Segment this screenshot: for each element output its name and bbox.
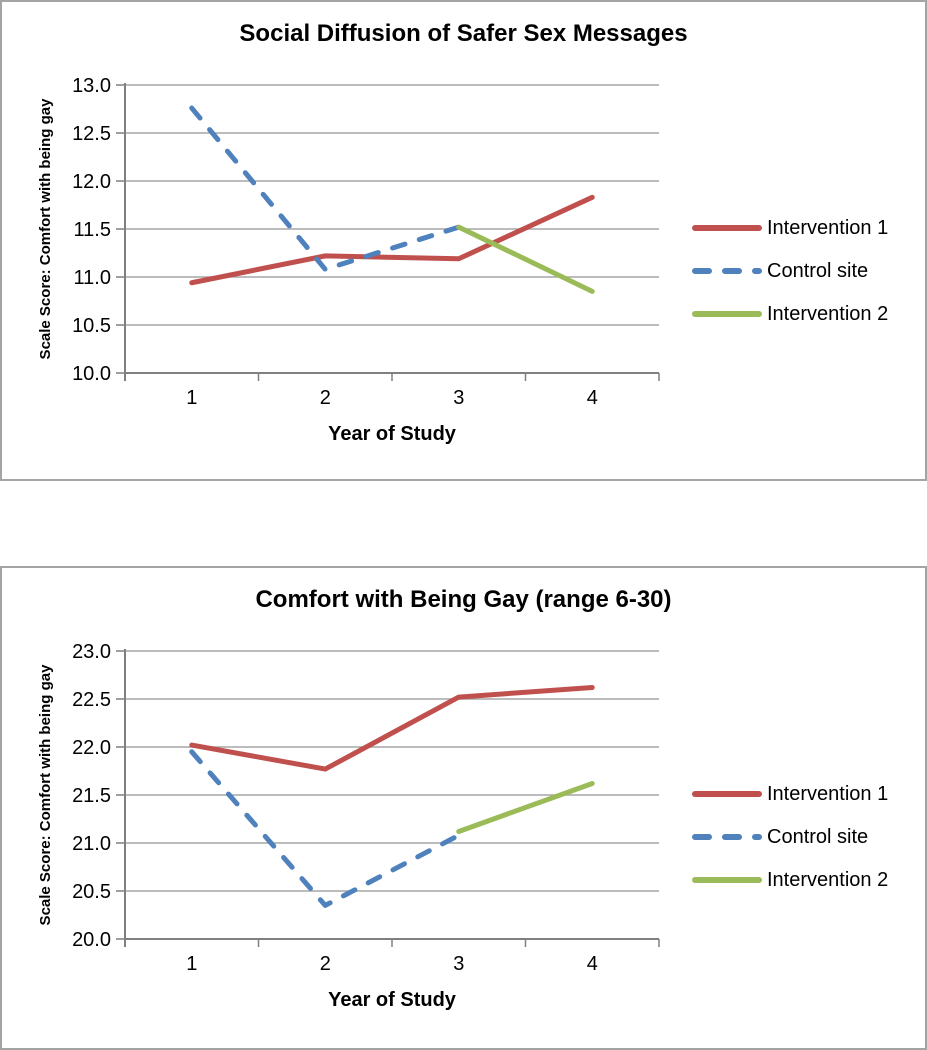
series-line-control-site (189, 749, 462, 908)
y-tick-label: 10.5 (72, 315, 111, 337)
y-tick-label: 13.0 (72, 75, 111, 97)
legend-label: Intervention 2 (767, 868, 889, 891)
chart-panel-social-diffusion: Social Diffusion of Safer Sex Messages 1… (0, 0, 927, 481)
x-axis-title: Year of Study (328, 423, 457, 445)
y-tick-label: 22.0 (72, 737, 111, 759)
legend-label: Intervention 2 (767, 302, 889, 325)
legend: Intervention 1 Control site Intervention 2 (692, 772, 888, 901)
legend-item-intervention-1: Intervention 1 (692, 772, 888, 815)
legend-label: Intervention 1 (767, 782, 889, 805)
plot-area: 23.0 22.5 22.0 21.5 21.0 20.5 20.0 1 2 3 4 Year of … (37, 641, 660, 1011)
x-tick-label: 3 (453, 953, 464, 975)
x-tick-label: 4 (587, 953, 598, 975)
legend-label: Control site (767, 825, 869, 848)
y-tick-label: 12.5 (72, 123, 111, 145)
x-tick-label: 1 (186, 953, 197, 975)
y-tick-label: 22.5 (72, 689, 111, 711)
y-tick-label: 20.5 (72, 881, 111, 903)
y-tick-label: 23.0 (72, 641, 111, 663)
y-axis-title: Scale Score: Comfort with being gay (37, 98, 54, 360)
series-line-intervention-1 (189, 684, 595, 772)
legend: Intervention 1 Control site Intervention 2 (692, 206, 888, 335)
plot-area: 13.0 12.5 12.0 11.5 11.0 10.5 10.0 1 2 3 4 Year of … (37, 75, 660, 445)
legend-swatch-control-site (692, 267, 762, 274)
legend-item-intervention-1: Intervention 1 (692, 206, 888, 249)
legend-swatch-control-site (692, 833, 762, 840)
y-tick-label: 11.0 (74, 267, 111, 289)
y-tick-label: 20.0 (72, 929, 111, 951)
series-line-control-site (189, 105, 462, 272)
x-tick-label: 4 (587, 387, 598, 409)
y-tick-label: 11.5 (74, 219, 111, 241)
chart-title: Comfort with Being Gay (range 6-30) (255, 586, 672, 613)
chart-panel-comfort-being-gay: Comfort with Being Gay (range 6-30) 23.0… (0, 566, 927, 1050)
legend-swatch-intervention-2 (692, 876, 762, 883)
x-tick-label: 3 (453, 387, 464, 409)
legend-swatch-intervention-2 (692, 310, 762, 317)
y-axis-title: Scale Score: Comfort with being gay (37, 664, 54, 926)
y-tick-label: 12.0 (72, 171, 111, 193)
y-tick-label: 21.5 (72, 785, 111, 807)
series-line-intervention-2 (456, 224, 595, 294)
series-line-intervention-2 (456, 780, 595, 834)
legend-label: Control site (767, 259, 869, 282)
legend-item-control-site: Control site (692, 249, 888, 292)
series-line-intervention-1 (189, 194, 595, 286)
x-tick-label: 2 (320, 953, 331, 975)
chart-title: Social Diffusion of Safer Sex Messages (239, 20, 688, 47)
legend-swatch-intervention-1 (692, 224, 762, 231)
y-tick-label: 10.0 (72, 363, 111, 385)
legend-label: Intervention 1 (767, 216, 889, 239)
legend-item-intervention-2: Intervention 2 (692, 292, 888, 335)
legend-swatch-intervention-1 (692, 790, 762, 797)
x-axis-title: Year of Study (328, 989, 457, 1011)
legend-item-control-site: Control site (692, 815, 888, 858)
x-tick-label: 1 (186, 387, 197, 409)
x-tick-label: 2 (320, 387, 331, 409)
y-tick-label: 21.0 (72, 833, 111, 855)
legend-item-intervention-2: Intervention 2 (692, 858, 888, 901)
